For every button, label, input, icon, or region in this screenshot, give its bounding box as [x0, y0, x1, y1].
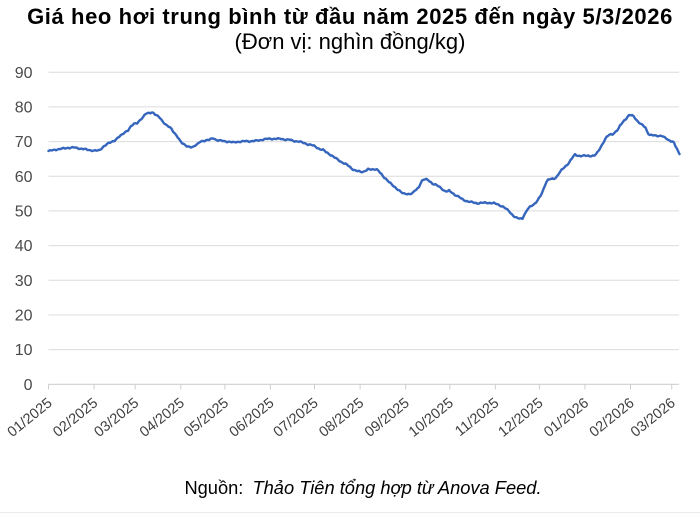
svg-text:40: 40 — [15, 238, 33, 255]
svg-text:70: 70 — [15, 134, 33, 151]
svg-text:60: 60 — [15, 169, 33, 186]
svg-text:80: 80 — [15, 99, 33, 116]
svg-text:(Đơn vị: nghìn đồng/kg): (Đơn vị: nghìn đồng/kg) — [235, 29, 466, 54]
svg-text:0: 0 — [24, 377, 33, 394]
svg-text:50: 50 — [15, 203, 33, 220]
svg-text:Nguồn: Thảo Tiên tổng hợp từ: Nguồn: Thảo Tiên tổng hợp từ Anova Feed. — [184, 477, 541, 498]
svg-text:30: 30 — [15, 273, 33, 290]
svg-text:Giá heo hơi trung bình từ đầu: Giá heo hơi trung bình từ đầu năm 2025 đ… — [27, 4, 673, 29]
svg-text:90: 90 — [15, 65, 33, 82]
svg-text:10: 10 — [15, 342, 33, 359]
svg-text:20: 20 — [15, 308, 33, 325]
